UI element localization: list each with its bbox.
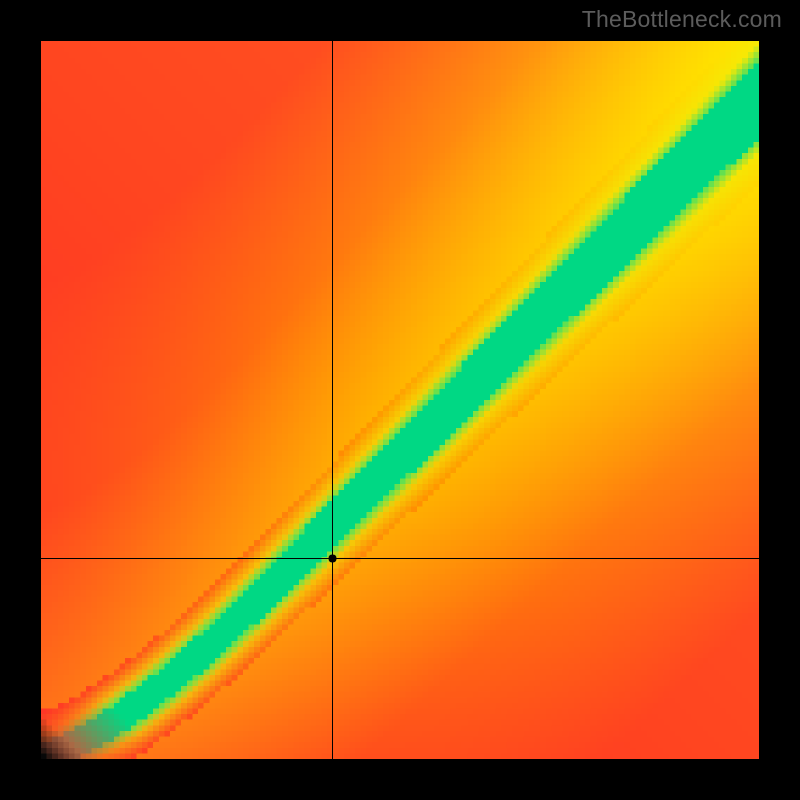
crosshair-overlay [41,41,759,759]
watermark-text: TheBottleneck.com [582,6,782,33]
chart-container: { "watermark": "TheBottleneck.com", "can… [0,0,800,800]
